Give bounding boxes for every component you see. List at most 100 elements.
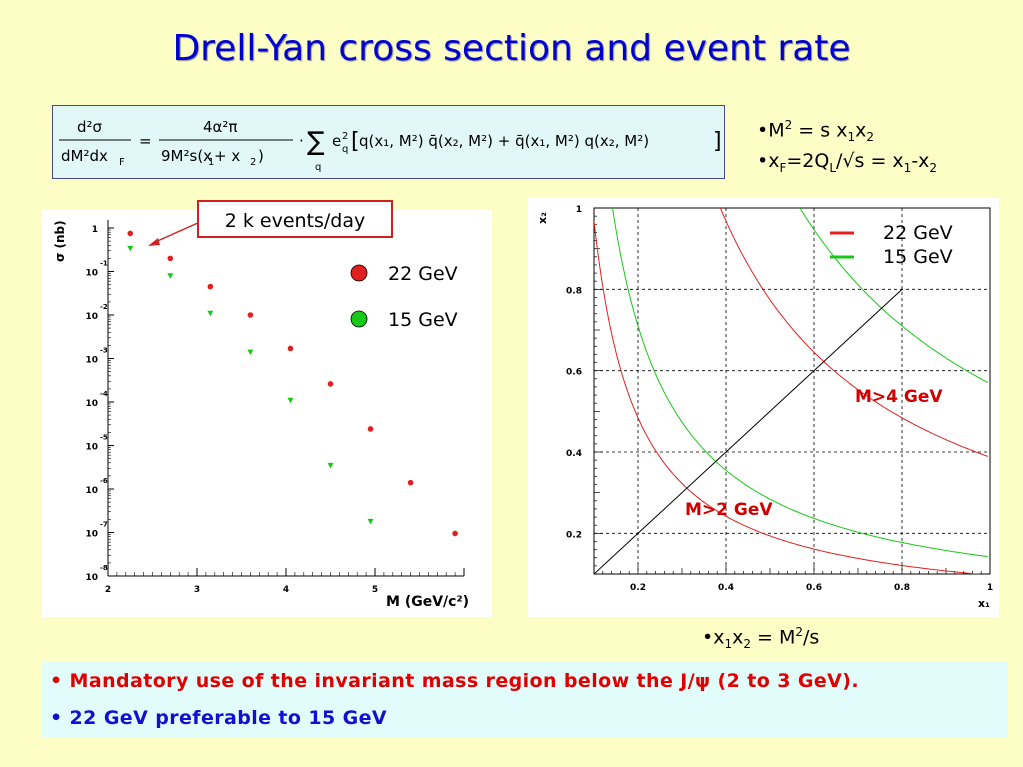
y-tick-label: 1 <box>92 225 98 235</box>
svg-text:-2: -2 <box>100 303 108 311</box>
bullet-xf-relation: •xF=2QL/√s = x1-x2 <box>757 150 938 175</box>
legend-label-22-gev: 22 GeV <box>388 263 458 285</box>
y-tick-label: 10-3 <box>85 347 107 366</box>
data-point-22-gev <box>127 230 134 237</box>
formula-charge-sup: 2 <box>342 131 348 142</box>
y-tick-label: 1 <box>576 205 582 215</box>
formula-charge-sub: q <box>342 144 348 155</box>
plot-frame <box>593 207 991 575</box>
y-tick-label: 0.8 <box>566 286 582 296</box>
y-tick-label: 10-5 <box>85 434 107 453</box>
y-tick-label: 10-6 <box>85 477 107 496</box>
svg-text:10: 10 <box>85 399 98 409</box>
series-line-22-gev-m-2-gev <box>594 220 982 574</box>
y-tick-label: 10-8 <box>85 564 107 583</box>
x-tick-label: 0.8 <box>894 583 910 593</box>
formula-rhs-end: ) <box>258 147 264 165</box>
series-line-x1-x2 <box>594 288 903 574</box>
formula-pdf-terms: q(x₁, M²) q̄(x₂, M²) + q̄(x₁, M²) q(x₂, … <box>359 132 649 150</box>
formula-charge: e <box>332 132 341 150</box>
y-tick-label: 10-1 <box>85 260 107 279</box>
svg-text:10: 10 <box>85 573 98 583</box>
bullet-x1x2-relation: •x1x2 = M2/s <box>702 625 820 652</box>
svg-text:·: · <box>299 132 304 150</box>
svg-text:-8: -8 <box>100 564 108 572</box>
cross-section-chart-panel: 1 10 -1 10 -2 10 -3 10 -4 10 -5 10 -6 10 -7 10 -8 2 3 4 5 σ (… <box>42 210 492 617</box>
x-tick-label: 2 <box>105 585 111 595</box>
conclusion-line-2: • 22 GeV preferable to 15 GeV <box>50 707 388 729</box>
y-tick-label: 0.6 <box>566 368 582 378</box>
svg-text:10: 10 <box>85 269 98 279</box>
x-tick-label: 3 <box>194 585 200 595</box>
formula-rhs-mid: + x <box>214 147 240 165</box>
x-tick-label: 0.6 <box>806 583 822 593</box>
bullet-mass-relation: •M2 = s x1x2 <box>757 118 874 145</box>
x-tick-label: 4 <box>283 585 289 595</box>
formula-svg: d²σ dM²dx F = 4α²π 9M²s(x 1 + x 2 ) · ∑ … <box>59 118 722 173</box>
svg-text:10: 10 <box>85 486 98 496</box>
annotation-m-gt-4: M>4 GeV <box>855 387 943 407</box>
formula-lhs-denominator: dM²dx <box>61 147 108 165</box>
formula-lhs-numerator: d²σ <box>77 118 103 136</box>
data-point-22-gev <box>207 283 214 290</box>
formula-lhs-sub: F <box>119 157 125 168</box>
svg-text:1: 1 <box>92 225 98 235</box>
svg-text:=: = <box>139 132 152 150</box>
conclusion-line-1: • Mandatory use of the invariant mass re… <box>50 670 859 692</box>
svg-text:-6: -6 <box>100 477 108 485</box>
y-tick-label: 10-4 <box>85 390 107 409</box>
cross-section-chart: 110-110-210-310-410-510-610-710-82 3 4 5σ (… <box>53 220 469 610</box>
legend-label-15-gev: 15 GeV <box>883 246 953 268</box>
slide-title: Drell-Yan cross section and event rate <box>172 28 851 69</box>
svg-text:∑: ∑ <box>307 127 325 157</box>
series-line-15-gev-m-2-gev <box>611 208 988 558</box>
annotation-m-gt-2: M>2 GeV <box>685 500 773 520</box>
events-rate-callout: 2 k events/day <box>197 200 393 238</box>
svg-text:-3: -3 <box>100 347 108 355</box>
data-point-22-gev <box>247 312 254 318</box>
y-tick-label: 0.2 <box>566 530 582 540</box>
svg-text:-1: -1 <box>100 260 108 268</box>
y-tick-label: 10-2 <box>85 303 107 322</box>
series-line-15-gev-m-4-gev <box>799 208 989 383</box>
data-point-15-gev <box>327 462 334 469</box>
y-tick-label: 0.4 <box>566 449 582 459</box>
legend-marker-22-gev <box>350 264 368 282</box>
drell-yan-formula: d²σ dM²dx F = 4α²π 9M²s(x 1 + x 2 ) · ∑ … <box>52 105 725 179</box>
data-point-22-gev <box>327 381 334 387</box>
svg-text:-4: -4 <box>100 390 108 398</box>
svg-text:10: 10 <box>85 530 98 540</box>
data-point-15-gev <box>287 397 294 404</box>
x-axis-label: M (GeV/c²) <box>386 594 469 610</box>
x-tick-label: 1 <box>987 583 993 593</box>
svg-text:10: 10 <box>85 356 98 366</box>
x-tick-label: 5 <box>372 585 378 595</box>
svg-text:[: [ <box>351 129 360 154</box>
x-tick-label: 0.4 <box>718 583 734 593</box>
formula-rhs-denominator: 9M²s(x <box>161 147 212 165</box>
svg-text:10: 10 <box>85 443 98 453</box>
x-tick-label: 0.2 <box>630 583 646 593</box>
conclusions-box: • Mandatory use of the invariant mass re… <box>42 662 1008 737</box>
svg-text:10: 10 <box>85 312 98 322</box>
svg-text:-7: -7 <box>100 521 108 529</box>
legend-label-22-gev: 22 GeV <box>883 222 953 244</box>
data-point-22-gev <box>367 426 374 432</box>
x-axis-label: x₁ <box>978 597 990 610</box>
data-point-22-gev <box>452 530 458 537</box>
formula-rhs-sub2: 2 <box>250 157 256 168</box>
legend-label-15-gev: 15 GeV <box>388 309 458 331</box>
data-point-22-gev <box>287 345 294 352</box>
y-axis-label: x₂ <box>536 212 549 224</box>
data-point-15-gev <box>127 245 134 252</box>
data-point-15-gev <box>367 518 374 525</box>
y-axis-label: σ (nb) <box>53 220 67 262</box>
y-tick-label: 10-7 <box>85 521 107 540</box>
data-point-15-gev <box>247 349 254 356</box>
data-point-22-gev <box>407 479 414 486</box>
svg-text:]: ] <box>713 129 722 154</box>
series-line-22-gev-m-4-gev <box>719 208 988 457</box>
data-point-15-gev <box>207 310 214 317</box>
data-point-22-gev <box>167 255 174 262</box>
